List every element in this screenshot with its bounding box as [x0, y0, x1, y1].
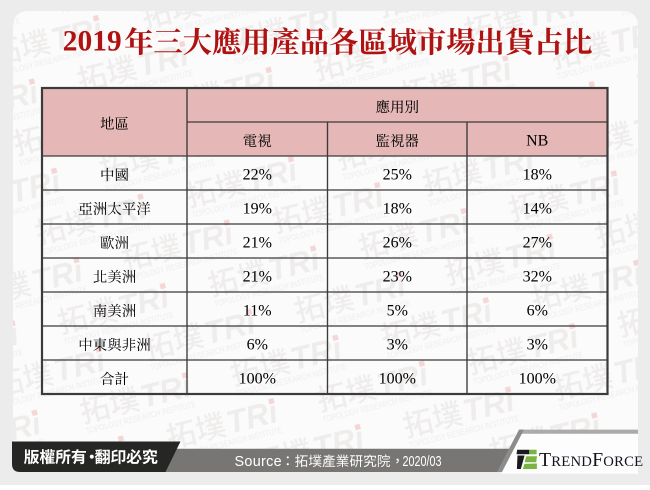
svg-text:25%: 25%	[383, 167, 412, 184]
svg-text:14%: 14%	[523, 201, 552, 218]
svg-text:26%: 26%	[383, 235, 412, 252]
svg-text:100%: 100%	[379, 371, 416, 388]
svg-text:11%: 11%	[243, 303, 272, 320]
svg-text:6%: 6%	[527, 303, 548, 320]
svg-text:22%: 22%	[243, 167, 272, 184]
svg-text:100%: 100%	[519, 371, 556, 388]
svg-text:5%: 5%	[387, 303, 408, 320]
svg-text:2020/03: 2020/03	[403, 452, 442, 469]
svg-text:27%: 27%	[523, 235, 552, 252]
svg-text:18%: 18%	[383, 201, 412, 218]
svg-text:NB: NB	[526, 133, 548, 150]
svg-text:21%: 21%	[243, 269, 272, 286]
svg-text:21%: 21%	[243, 235, 272, 252]
svg-text:23%: 23%	[383, 269, 412, 286]
svg-text:3%: 3%	[527, 337, 548, 354]
svg-text:3%: 3%	[387, 337, 408, 354]
svg-text:100%: 100%	[239, 371, 276, 388]
svg-text:TRENDFORCE: TRENDFORCE	[539, 449, 643, 471]
svg-text:32%: 32%	[523, 269, 552, 286]
svg-text:19%: 19%	[243, 201, 272, 218]
svg-text:18%: 18%	[523, 167, 552, 184]
svg-text:6%: 6%	[247, 337, 268, 354]
svg-text:Source: Source	[235, 454, 282, 470]
